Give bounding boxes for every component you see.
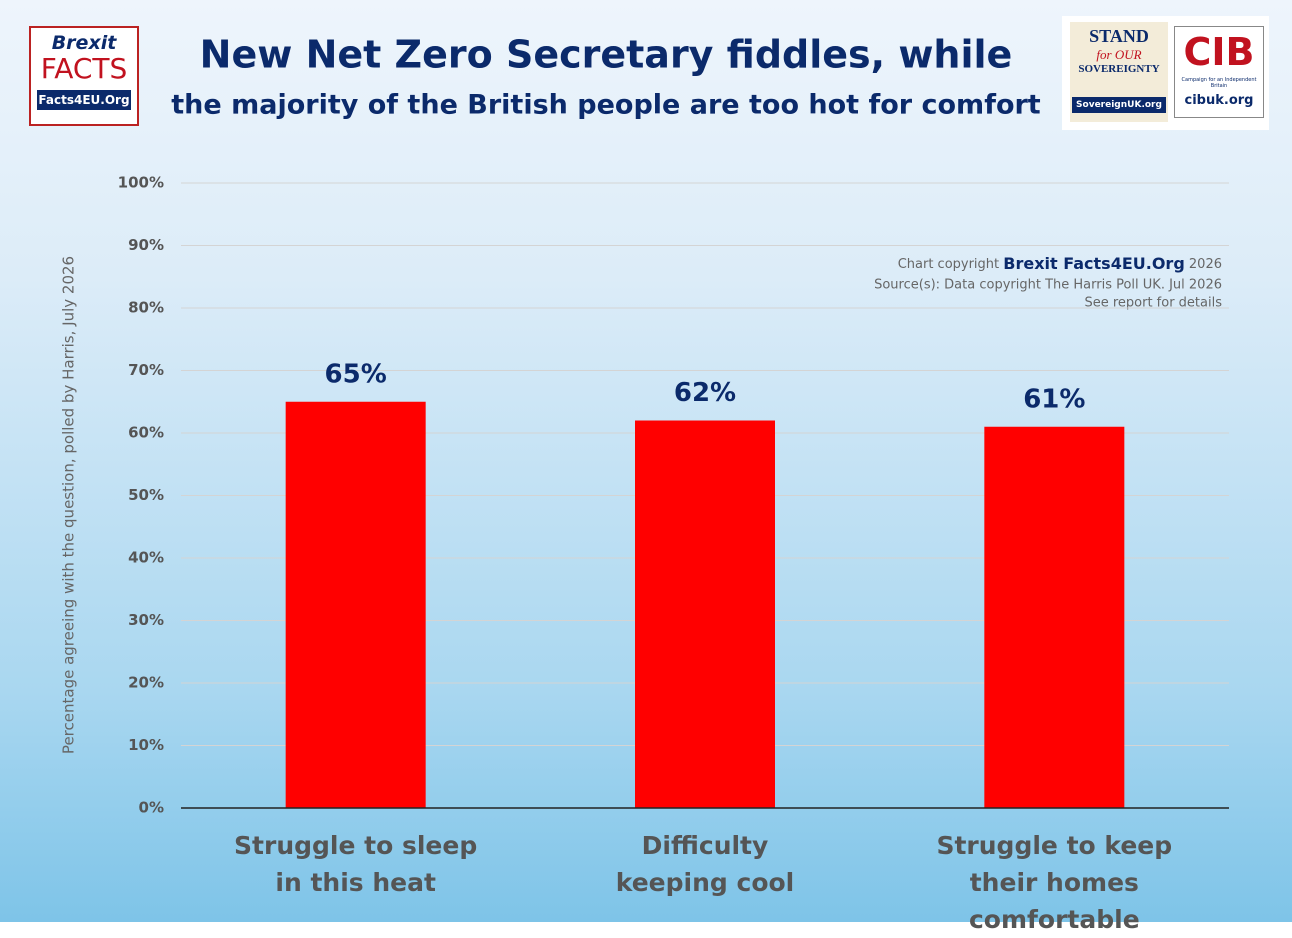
data-label: 61% <box>1023 384 1085 414</box>
y-tick-label: 60% <box>128 424 164 442</box>
copyright-note: Chart copyright Brexit Facts4EU.Org 2026 <box>898 254 1222 273</box>
y-tick-label: 30% <box>128 611 164 629</box>
y-tick-label: 10% <box>128 736 164 754</box>
source-note: Source(s): Data copyright The Harris Pol… <box>874 278 1222 293</box>
logo-text: STAND <box>1089 26 1149 46</box>
x-tick-label: Struggle to sleep in this heat <box>234 831 478 897</box>
bar <box>635 420 775 808</box>
y-tick-label: 80% <box>128 299 164 317</box>
y-tick-label: 0% <box>139 799 164 817</box>
x-tick-label: Difficulty keeping cool <box>615 831 795 897</box>
logo-text: cibuk.org <box>1184 93 1254 108</box>
chart-title: New Net Zero Secretary fiddles, while <box>200 33 1013 77</box>
logo-text: SOVEREIGNTY <box>1078 63 1160 75</box>
chart-subtitle: the majority of the British people are t… <box>171 90 1041 121</box>
y-tick-label: 40% <box>128 549 164 567</box>
annotation: 2026 <box>1189 257 1222 272</box>
logo-text: Facts4EU.Org <box>37 90 131 110</box>
y-tick-label: 90% <box>128 236 164 254</box>
bar <box>285 401 426 808</box>
cib-logo: CIB Campaign for an Independent Britain … <box>1174 26 1264 118</box>
data-label: 62% <box>674 378 736 408</box>
logo-text: SovereignUK.org <box>1072 97 1166 113</box>
logo-text: CIB <box>1183 30 1255 74</box>
logo-text: Campaign for an Independent Britain <box>1181 77 1257 89</box>
annotation: Brexit Facts4EU.Org <box>1003 254 1184 273</box>
stand-logo: STAND for OUR SOVEREIGNTY SovereignUK.or… <box>1070 22 1168 122</box>
note: See report for details <box>1084 296 1222 311</box>
x-tick-label: Struggle to keep their homes comfortable <box>936 831 1173 934</box>
data-label: 65% <box>325 359 387 389</box>
logo-text: Brexit <box>51 32 117 54</box>
annotation: Chart copyright <box>898 257 999 272</box>
brexit-logo: Brexit FACTS Facts4EU.Org <box>29 26 139 126</box>
logo-text: FACTS <box>40 52 128 85</box>
bar <box>984 426 1125 808</box>
y-tick-label: 70% <box>128 361 164 379</box>
y-axis-label: Percentage agreeing with the question, p… <box>60 256 78 754</box>
partner-logos: STAND for OUR SOVEREIGNTY SovereignUK.or… <box>1062 16 1269 130</box>
y-tick-label: 20% <box>128 674 164 692</box>
y-tick-label: 100% <box>118 174 164 192</box>
logo-text: for OUR <box>1096 47 1142 62</box>
y-tick-label: 50% <box>128 486 164 504</box>
